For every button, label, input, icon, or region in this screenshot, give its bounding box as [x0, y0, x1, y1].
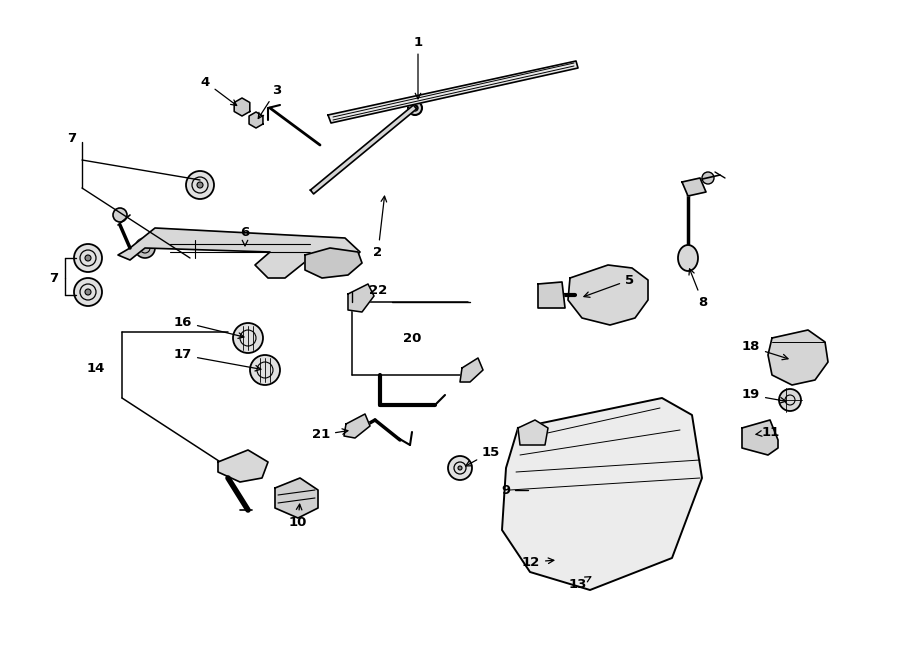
- Polygon shape: [348, 284, 374, 312]
- Text: 21: 21: [311, 428, 348, 442]
- Text: 7: 7: [49, 272, 58, 284]
- Circle shape: [250, 355, 280, 385]
- Circle shape: [583, 563, 605, 585]
- Circle shape: [135, 238, 155, 258]
- Circle shape: [85, 255, 91, 261]
- Text: 10: 10: [289, 504, 307, 529]
- Text: 2: 2: [374, 196, 387, 258]
- Polygon shape: [502, 398, 702, 590]
- Circle shape: [557, 547, 579, 569]
- Polygon shape: [460, 358, 483, 382]
- Polygon shape: [568, 265, 648, 325]
- Circle shape: [592, 572, 596, 576]
- Text: 7: 7: [68, 132, 76, 145]
- Circle shape: [324, 256, 340, 272]
- Text: 20: 20: [403, 332, 421, 344]
- Circle shape: [702, 172, 714, 184]
- Circle shape: [682, 252, 694, 264]
- Text: 16: 16: [174, 315, 244, 338]
- Polygon shape: [118, 228, 360, 278]
- Polygon shape: [305, 248, 362, 278]
- Text: 17: 17: [174, 348, 261, 371]
- Text: 22: 22: [369, 284, 387, 297]
- Circle shape: [779, 389, 801, 411]
- Polygon shape: [518, 420, 548, 445]
- Circle shape: [566, 556, 570, 560]
- Text: 3: 3: [258, 83, 281, 118]
- Polygon shape: [328, 61, 578, 123]
- Text: 15: 15: [465, 446, 500, 466]
- Circle shape: [238, 103, 246, 110]
- Circle shape: [74, 244, 102, 272]
- Circle shape: [113, 208, 127, 222]
- Polygon shape: [768, 330, 828, 385]
- Text: 13: 13: [569, 576, 590, 590]
- Circle shape: [74, 278, 102, 306]
- Polygon shape: [344, 414, 370, 438]
- Text: 4: 4: [201, 75, 237, 106]
- Circle shape: [85, 289, 91, 295]
- Ellipse shape: [678, 245, 698, 271]
- Text: 19: 19: [742, 389, 786, 403]
- Text: 18: 18: [742, 340, 788, 360]
- Polygon shape: [682, 178, 706, 196]
- Circle shape: [197, 182, 203, 188]
- Circle shape: [253, 117, 259, 123]
- Circle shape: [186, 171, 214, 199]
- Polygon shape: [310, 105, 417, 194]
- Text: 6: 6: [240, 225, 249, 246]
- Circle shape: [408, 101, 422, 115]
- Polygon shape: [538, 282, 565, 308]
- Text: 1: 1: [413, 36, 423, 99]
- Text: 11: 11: [756, 426, 780, 438]
- Polygon shape: [249, 112, 263, 128]
- Text: 14: 14: [86, 362, 105, 375]
- Circle shape: [412, 105, 418, 111]
- Text: 12: 12: [522, 555, 554, 568]
- Text: 8: 8: [689, 269, 707, 309]
- Circle shape: [458, 466, 462, 470]
- Polygon shape: [275, 478, 318, 518]
- Text: 9: 9: [501, 483, 510, 496]
- Circle shape: [448, 456, 472, 480]
- Polygon shape: [742, 420, 778, 455]
- Text: 5: 5: [584, 274, 634, 297]
- Circle shape: [233, 323, 263, 353]
- Polygon shape: [234, 98, 250, 116]
- Polygon shape: [218, 450, 268, 482]
- Circle shape: [597, 287, 613, 303]
